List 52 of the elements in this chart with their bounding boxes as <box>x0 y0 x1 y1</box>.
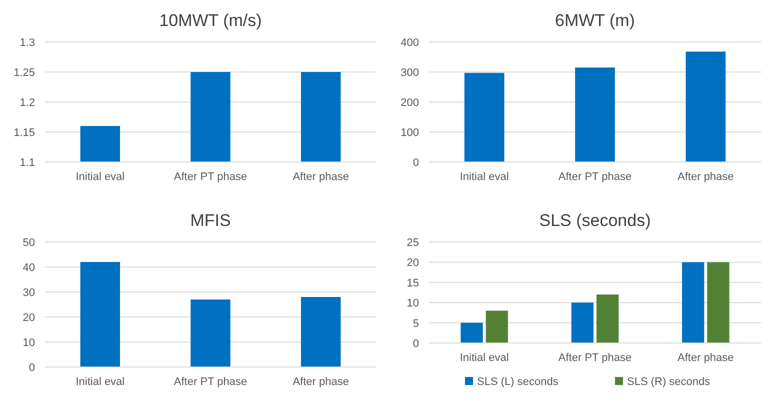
y-tick-label: 100 <box>400 127 419 139</box>
y-tick-label: 50 <box>22 237 35 249</box>
bar <box>682 262 704 343</box>
legend-label: SLS (R) seconds <box>627 376 711 388</box>
bar <box>190 300 230 367</box>
y-tick-label: 30 <box>22 287 35 299</box>
chart-title: 10MWT (m/s) <box>159 11 262 30</box>
x-tick-label: After PT phase <box>558 171 632 183</box>
y-tick-label: 20 <box>22 312 35 324</box>
x-tick-label: After phase <box>292 171 349 183</box>
y-tick-label: 10 <box>22 337 35 349</box>
bar <box>80 262 120 367</box>
x-tick-label: Initial eval <box>460 352 509 364</box>
bar <box>575 68 615 162</box>
bar <box>707 262 730 343</box>
x-tick-label: Initial eval <box>76 376 125 388</box>
y-tick-label: 1.2 <box>20 97 35 109</box>
chart-title: 6MWT (m) <box>555 11 635 30</box>
y-tick-label: 0 <box>412 338 419 350</box>
chart-title: SLS (seconds) <box>539 211 651 230</box>
x-tick-label: After PT phase <box>174 171 248 183</box>
bar <box>596 294 619 343</box>
y-tick-label: 20 <box>406 257 419 270</box>
y-tick-label: 10 <box>406 298 419 310</box>
y-tick-label: 400 <box>400 37 419 49</box>
y-tick-label: 40 <box>22 262 35 274</box>
y-tick-label: 5 <box>412 318 419 330</box>
x-tick-label: Initial eval <box>460 171 509 183</box>
y-tick-label: 0 <box>28 362 35 374</box>
x-tick-label: After PT phase <box>558 352 632 364</box>
y-tick-label: 1.25 <box>14 67 35 79</box>
y-tick-label: 0 <box>412 157 419 169</box>
bar <box>571 302 594 343</box>
x-tick-label: Initial eval <box>76 171 125 183</box>
x-tick-label: After phase <box>678 171 734 183</box>
y-tick-label: 300 <box>400 67 419 79</box>
bar <box>686 52 726 162</box>
x-tick-label: After PT phase <box>174 376 248 388</box>
y-tick-label: 200 <box>400 97 419 109</box>
x-tick-label: After phase <box>292 376 349 388</box>
legend-label: SLS (L) seconds <box>477 376 559 388</box>
bar <box>300 297 341 367</box>
y-tick-label: 1.1 <box>20 157 35 169</box>
bar <box>486 310 508 343</box>
y-tick-label: 1.15 <box>14 127 35 139</box>
y-tick-label: 15 <box>406 277 419 290</box>
bar <box>464 72 504 162</box>
bar <box>460 322 483 343</box>
chart-title: MFIS <box>190 211 231 230</box>
x-tick-label: After phase <box>678 352 734 364</box>
y-tick-label: 1.3 <box>20 37 35 49</box>
y-tick-label: 25 <box>406 237 419 249</box>
